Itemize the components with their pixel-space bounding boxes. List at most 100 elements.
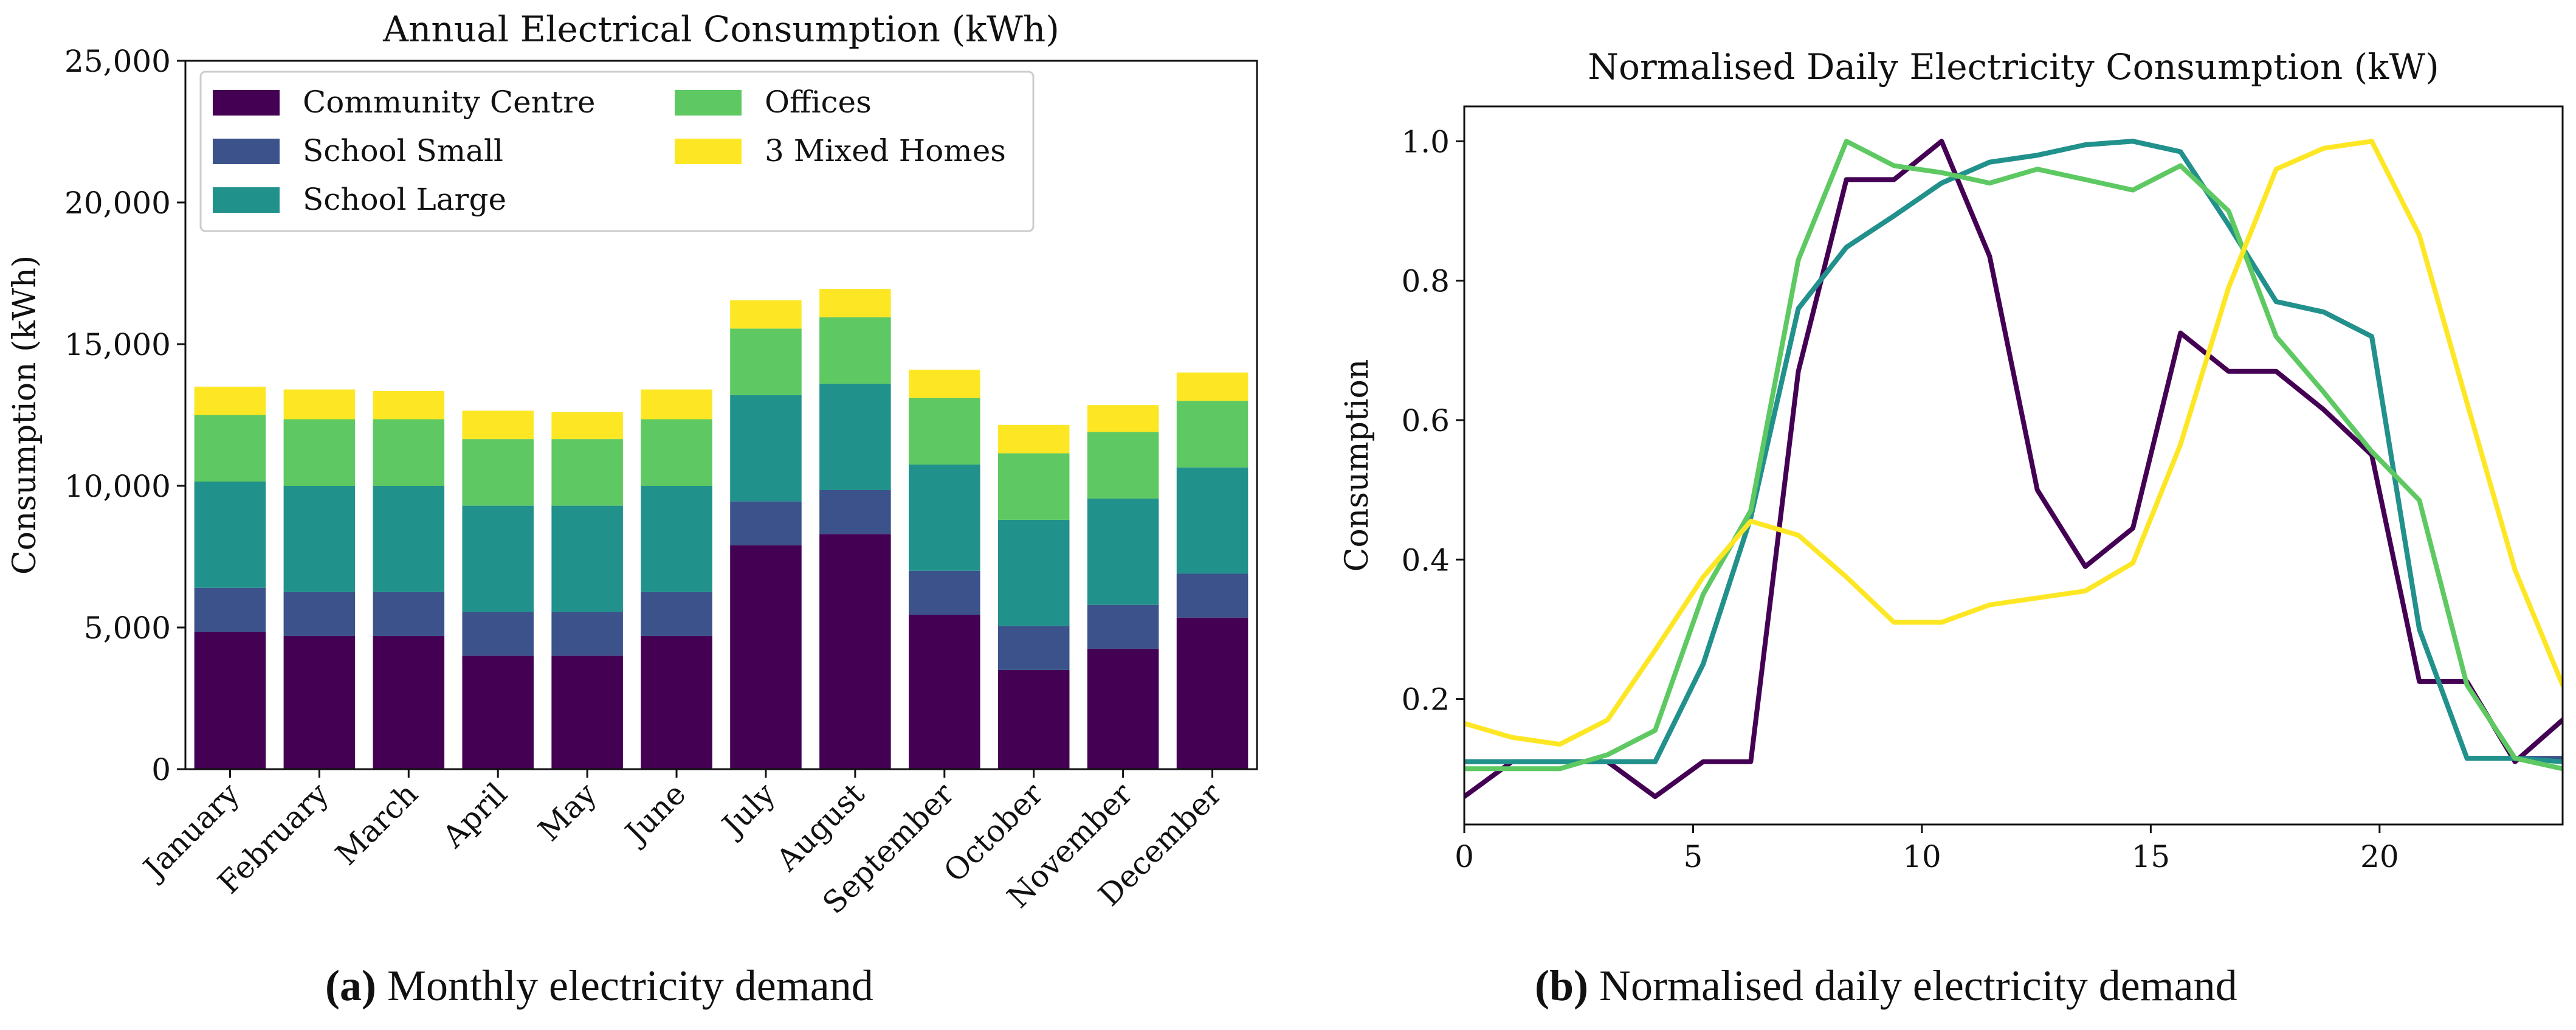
bar-segment bbox=[462, 439, 534, 506]
legend-box bbox=[199, 71, 1035, 232]
bar-segment bbox=[462, 505, 534, 612]
bar-segment bbox=[997, 519, 1070, 626]
y-tick-label-a: 15,000 bbox=[64, 327, 171, 362]
bar-segment bbox=[819, 534, 891, 769]
bar-segment bbox=[462, 410, 534, 440]
bar-segment bbox=[194, 386, 266, 415]
chart-b-frame bbox=[1463, 105, 2564, 826]
x-tick-label-a: April bbox=[435, 776, 514, 854]
bar-segment bbox=[194, 587, 266, 632]
y-tick-label-b: 1.0 bbox=[1401, 124, 1450, 159]
bar-segment bbox=[283, 389, 356, 420]
bar-segment bbox=[730, 328, 802, 395]
x-tick-label-a: May bbox=[531, 776, 604, 848]
legend-swatch bbox=[675, 139, 742, 164]
legend-swatch bbox=[213, 139, 280, 164]
bar-segment bbox=[1176, 617, 1248, 769]
bar-segment bbox=[283, 486, 356, 592]
bar-segment bbox=[283, 419, 356, 486]
legend-swatch bbox=[213, 90, 280, 116]
caption-a-label: (a) bbox=[325, 961, 376, 1010]
bar-segment bbox=[641, 635, 712, 769]
bar-segment bbox=[909, 465, 980, 571]
y-tick-label-b: 0.6 bbox=[1401, 403, 1450, 438]
x-tick-label-a: June bbox=[616, 776, 692, 852]
series-line bbox=[1464, 139, 2563, 772]
bar-segment bbox=[819, 289, 891, 317]
bar-segment bbox=[641, 389, 712, 420]
bar-segment bbox=[997, 453, 1070, 520]
bar-segment bbox=[194, 631, 266, 769]
bar-segment bbox=[909, 615, 980, 769]
chart-a-legend: Community Centre School Small School Large… bbox=[199, 71, 1035, 232]
caption-b-text: Normalised daily electricity demand bbox=[1588, 961, 2237, 1010]
bar-segment bbox=[1087, 432, 1159, 499]
bar-segment bbox=[909, 570, 980, 615]
y-tick-label-a: 5,000 bbox=[84, 610, 171, 646]
bar-segment bbox=[373, 635, 445, 769]
legend-label: School Large bbox=[303, 182, 506, 217]
monthly-demand-chart: Annual Electrical Consumption (kWh) Consu… bbox=[7, 9, 1258, 921]
chart-b-ylabel: Consumption bbox=[1339, 359, 1376, 572]
bar-segment bbox=[730, 545, 802, 769]
bar-segment bbox=[283, 635, 356, 769]
bar-segment bbox=[551, 439, 623, 506]
x-tick-label-b: 0 bbox=[1455, 839, 1474, 874]
bar-segment bbox=[462, 612, 534, 656]
bar-segment bbox=[373, 419, 445, 486]
legend-label: 3 Mixed Homes bbox=[765, 133, 1006, 168]
y-tick-label-b: 0.2 bbox=[1401, 682, 1450, 717]
x-tick-label-b: 20 bbox=[2360, 839, 2399, 874]
bar-segment bbox=[819, 489, 891, 534]
legend-swatch bbox=[675, 90, 742, 116]
bar-segment bbox=[1087, 604, 1159, 649]
chart-a-title: Annual Electrical Consumption (kWh) bbox=[382, 9, 1059, 50]
x-tick-label-a: July bbox=[714, 776, 782, 845]
bar-segment bbox=[1176, 573, 1248, 618]
legend-label: Offices bbox=[765, 85, 872, 120]
caption-a-text: Monthly electricity demand bbox=[376, 961, 873, 1010]
y-tick-label-b: 0.4 bbox=[1401, 542, 1450, 578]
chart-a-ylabel: Consumption (kWh) bbox=[7, 255, 43, 575]
chart-a-frame bbox=[184, 60, 1258, 770]
caption-a: (a) Monthly electricity demand bbox=[325, 961, 873, 1011]
bar-segment bbox=[1087, 498, 1159, 605]
bar-segment bbox=[730, 300, 802, 329]
series-line bbox=[1464, 139, 2563, 800]
bar-segment bbox=[730, 395, 802, 502]
bar-segment bbox=[373, 486, 445, 592]
bar-segment bbox=[551, 412, 623, 440]
chart-b-title: Normalised Daily Electricity Consumption… bbox=[1588, 46, 2439, 88]
caption-b: (b) Normalised daily electricity demand bbox=[1535, 961, 2237, 1011]
bar-segment bbox=[641, 486, 712, 592]
y-tick-label-b: 0.8 bbox=[1401, 264, 1450, 299]
caption-b-label: (b) bbox=[1535, 961, 1588, 1010]
bar-segment bbox=[194, 415, 266, 482]
bar-segment bbox=[373, 592, 445, 636]
bar-segment bbox=[462, 655, 534, 769]
bar-segment bbox=[730, 501, 802, 545]
legend-label: School Small bbox=[303, 133, 503, 168]
legend-swatch bbox=[213, 187, 280, 213]
bar-segment bbox=[551, 505, 623, 612]
bar-segment bbox=[909, 369, 980, 398]
bar-segment bbox=[997, 424, 1070, 454]
bar-segment bbox=[1176, 401, 1248, 468]
daily-demand-chart: Normalised Daily Electricity Consumption… bbox=[1339, 46, 2564, 874]
legend-label: Community Centre bbox=[303, 85, 595, 120]
series-line bbox=[1464, 139, 2563, 747]
bar-segment bbox=[551, 655, 623, 769]
bar-segment bbox=[997, 669, 1070, 769]
y-tick-label-a: 25,000 bbox=[64, 44, 171, 79]
y-tick-label-a: 0 bbox=[151, 752, 171, 787]
bar-segment bbox=[1087, 648, 1159, 769]
bar-segment bbox=[373, 390, 445, 420]
bar-segment bbox=[641, 419, 712, 486]
series-line bbox=[1464, 139, 2563, 764]
bar-segment bbox=[1176, 467, 1248, 574]
series-line bbox=[1464, 139, 2563, 764]
bar-segment bbox=[909, 398, 980, 465]
x-tick-label-b: 10 bbox=[1903, 839, 1941, 874]
y-tick-label-a: 20,000 bbox=[64, 185, 171, 221]
